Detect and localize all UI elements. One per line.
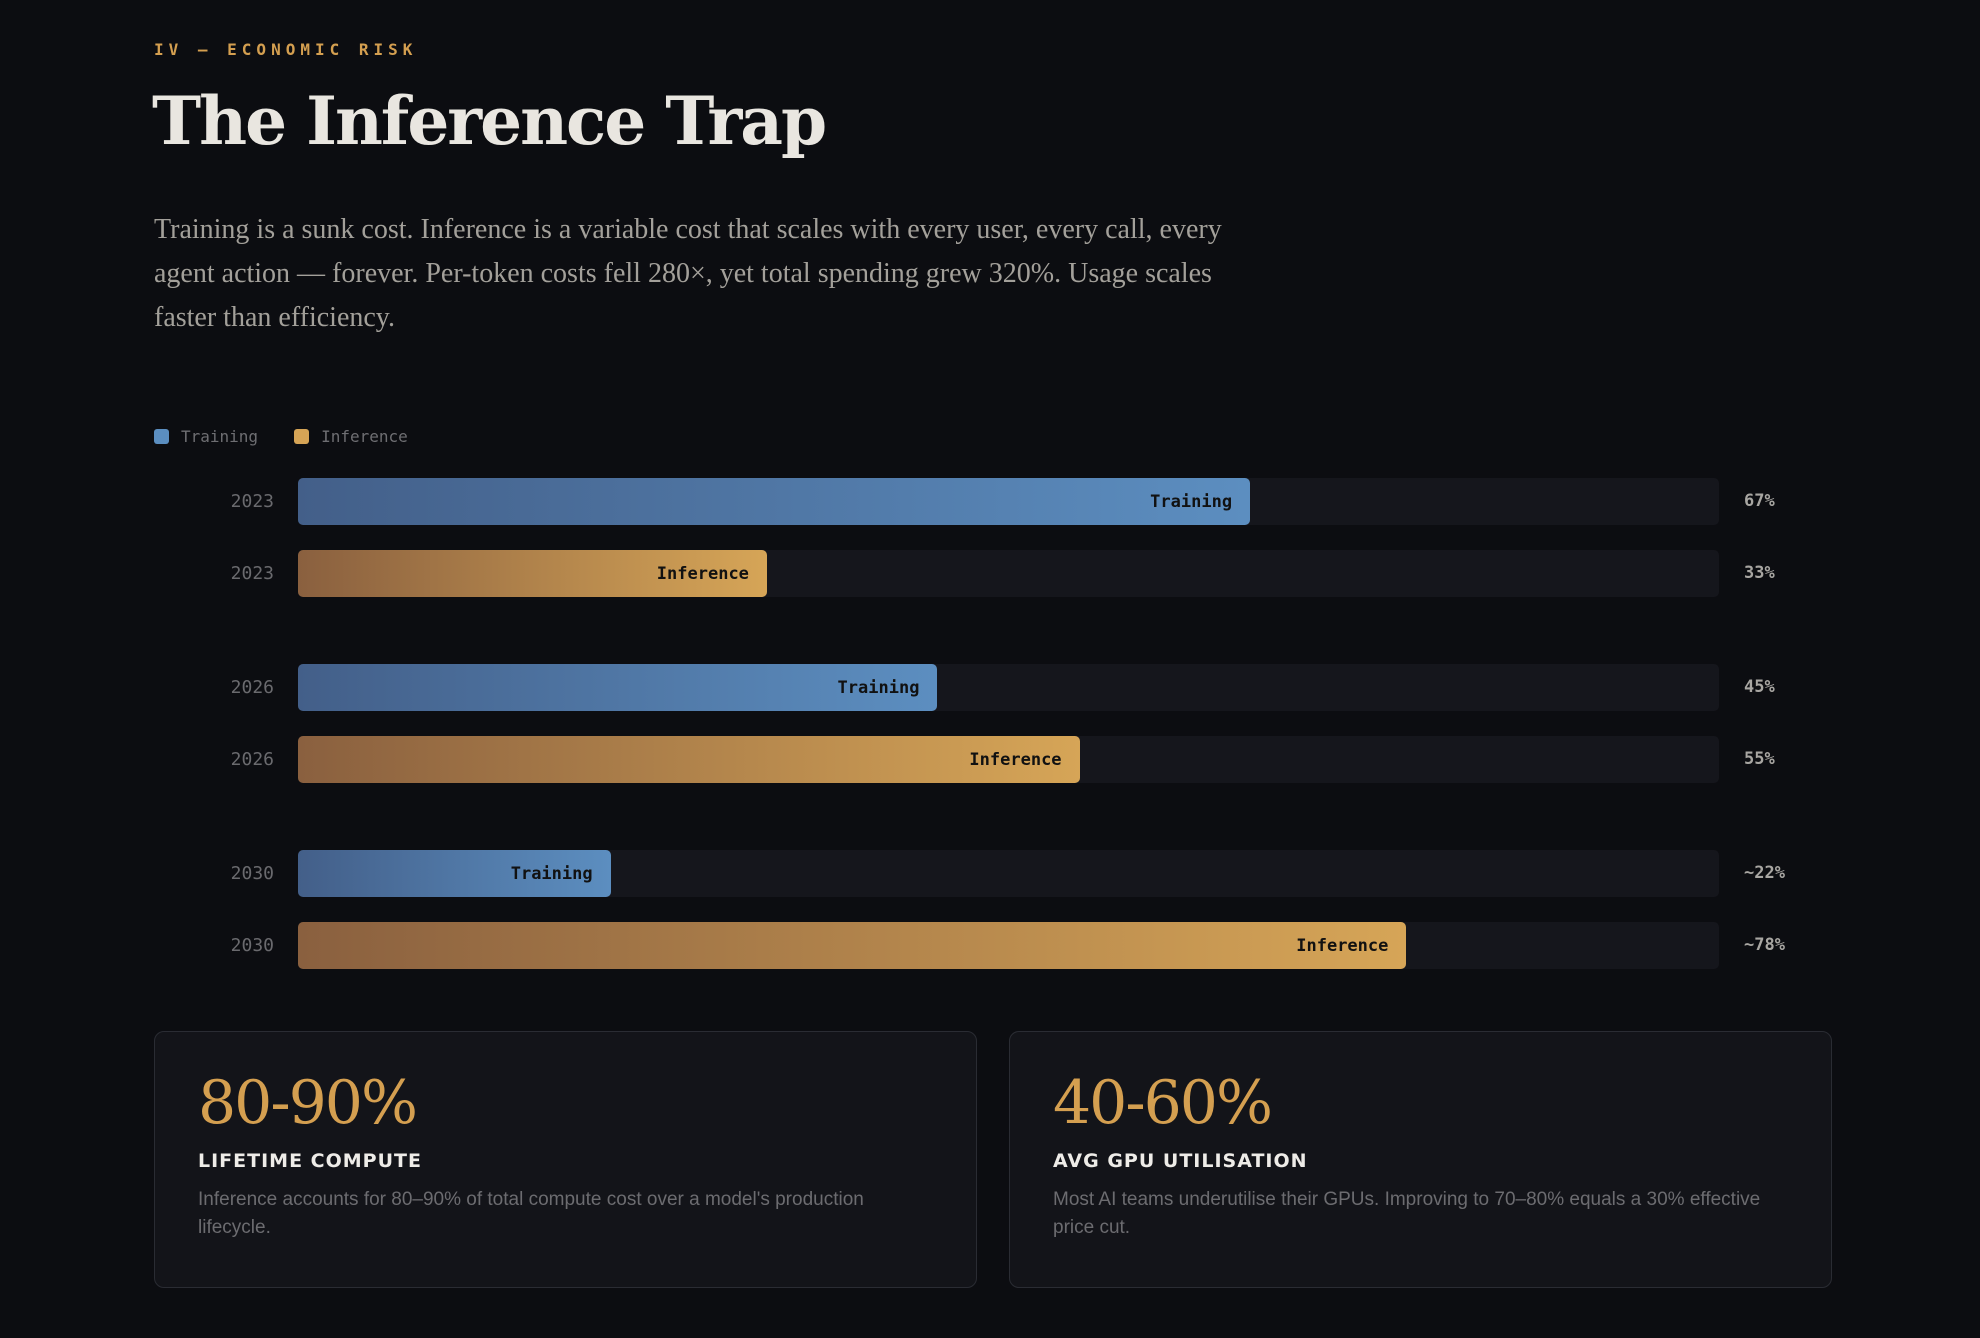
legend-item-inference: Inference bbox=[294, 427, 408, 446]
stat-card-gpu-utilisation: 40-60% AVG GPU UTILISATION Most AI teams… bbox=[1009, 1031, 1832, 1288]
year-label: 2030 bbox=[230, 863, 274, 884]
value-label: 55% bbox=[1744, 749, 1775, 769]
value-label: ~22% bbox=[1744, 863, 1785, 883]
bar-inference: Inference bbox=[298, 736, 1080, 783]
bar-row: 2026 Inference 55% bbox=[154, 736, 1854, 783]
bar-track: Training bbox=[298, 478, 1719, 525]
lede-paragraph: Training is a sunk cost. Inference is a … bbox=[154, 214, 1222, 333]
value-label: 67% bbox=[1744, 491, 1775, 511]
year-label: 2026 bbox=[230, 749, 274, 770]
bar-label: Training bbox=[1150, 491, 1233, 512]
bar-label: Inference bbox=[1296, 935, 1389, 956]
bar-row: 2023 Inference 33% bbox=[154, 550, 1854, 597]
bar-inference: Inference bbox=[298, 550, 767, 597]
stat-description: Most AI teams underutilise their GPUs. I… bbox=[1053, 1189, 1761, 1238]
value-label: ~78% bbox=[1744, 935, 1785, 955]
bar-row: 2026 Training 45% bbox=[154, 664, 1854, 711]
bar-track: Training bbox=[298, 664, 1719, 711]
bar-track: Inference bbox=[298, 922, 1719, 969]
bar-training: Training bbox=[298, 850, 611, 897]
stat-description: Inference accounts for 80–90% of total c… bbox=[198, 1189, 864, 1238]
bar-row: 2030 Inference ~78% bbox=[154, 922, 1854, 969]
value-label: 33% bbox=[1744, 563, 1775, 583]
legend-label: Inference bbox=[321, 427, 408, 446]
legend-swatch-inference bbox=[294, 429, 310, 444]
legend-item-training: Training bbox=[154, 427, 258, 446]
bar-row: 2030 Training ~22% bbox=[154, 850, 1854, 897]
bar-track: Inference bbox=[298, 736, 1719, 783]
year-label: 2030 bbox=[230, 935, 274, 956]
bar-track: Training bbox=[298, 850, 1719, 897]
legend-label: Training bbox=[181, 427, 259, 446]
bar-label: Training bbox=[510, 863, 593, 884]
value-label: 45% bbox=[1744, 677, 1775, 697]
bar-label: Training bbox=[837, 677, 920, 698]
stat-card-lifetime-compute: 80-90% LIFETIME COMPUTE Inference accoun… bbox=[154, 1031, 977, 1288]
bar-label: Inference bbox=[656, 563, 749, 584]
stat-value: 40-60% bbox=[1053, 1068, 1273, 1138]
year-label: 2023 bbox=[230, 563, 274, 584]
eyebrow: IV — ECONOMIC RISK bbox=[154, 40, 418, 59]
bar-track: Inference bbox=[298, 550, 1719, 597]
bar-label: Inference bbox=[969, 749, 1062, 770]
legend-swatch-training bbox=[154, 429, 169, 444]
stat-label: AVG GPU UTILISATION bbox=[1053, 1150, 1308, 1172]
bar-inference: Inference bbox=[298, 922, 1407, 969]
bar-row: 2023 Training 67% bbox=[154, 478, 1854, 525]
page-title: The Inference Trap bbox=[152, 82, 827, 160]
stat-label: LIFETIME COMPUTE bbox=[198, 1150, 422, 1172]
stat-value: 80-90% bbox=[198, 1068, 418, 1138]
chart-legend: Training Inference bbox=[154, 427, 408, 446]
bar-training: Training bbox=[298, 664, 938, 711]
year-label: 2023 bbox=[230, 491, 274, 512]
bar-training: Training bbox=[298, 478, 1251, 525]
year-label: 2026 bbox=[230, 677, 274, 698]
